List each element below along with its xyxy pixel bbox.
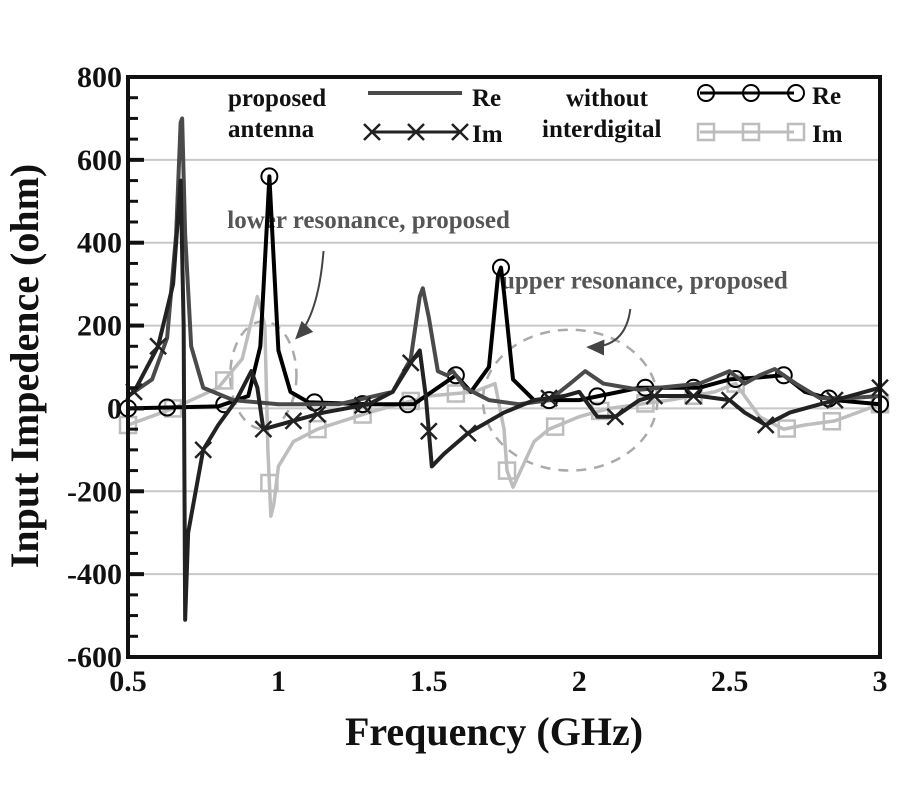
annotation-label: lower resonance, proposed	[227, 207, 510, 234]
x-marker	[284, 411, 303, 430]
x-tick-label: 0.5	[109, 665, 147, 698]
circle-marker	[774, 366, 793, 385]
legend-without-im-label: Im	[812, 121, 843, 148]
x-marker	[363, 123, 381, 141]
x-marker	[540, 389, 559, 407]
x-marker	[194, 440, 213, 459]
series-proposed-antenna-Im	[125, 178, 889, 622]
circle-marker	[588, 387, 607, 406]
y-tick-label: -400	[67, 558, 122, 591]
x-tick-label: 1	[271, 665, 286, 698]
y-tick-label: -200	[67, 475, 122, 508]
square-marker	[822, 412, 842, 431]
series-line	[127, 294, 881, 518]
y-tick-label: 400	[77, 227, 122, 260]
x-tick-label: 3	[873, 665, 888, 698]
annotation-arrow	[295, 250, 325, 340]
legend-group2-line1: without	[566, 85, 649, 112]
y-axis-label: Input Impedence (ohm)	[2, 164, 47, 568]
x-marker	[459, 424, 477, 443]
square-marker	[497, 461, 517, 480]
legend-without-im-line	[696, 122, 806, 142]
circle-marker	[787, 84, 805, 102]
circle-marker	[726, 370, 745, 389]
square-marker	[786, 122, 806, 142]
y-tick-label: 600	[77, 144, 122, 177]
legend: proposed antenna Re Im without interdigi…	[228, 83, 843, 148]
square-marker	[696, 122, 716, 142]
series-line	[126, 178, 881, 622]
legend-proposed-im-line	[363, 123, 469, 141]
x-marker	[645, 387, 664, 405]
x-tick-label: 1.5	[410, 665, 448, 698]
series-without-interdigital-Re	[119, 167, 889, 418]
series-lines	[118, 116, 890, 622]
series-without-interdigital-Im	[118, 294, 890, 518]
x-tick-label: 2.5	[711, 665, 749, 698]
legend-proposed-re-label: Re	[472, 85, 501, 112]
x-marker	[684, 387, 703, 405]
grid-lines	[128, 158, 880, 576]
x-axis-label: Frequency (GHz)	[345, 709, 643, 754]
circle-marker	[742, 84, 760, 102]
x-tick-label: 2	[572, 665, 587, 698]
square-marker	[777, 419, 797, 438]
x-marker	[407, 123, 425, 141]
x-marker	[606, 407, 625, 426]
y-tick-label: -600	[67, 641, 122, 674]
x-marker	[451, 123, 469, 141]
square-marker	[260, 473, 279, 493]
series-line	[127, 174, 881, 411]
x-marker	[254, 420, 273, 439]
annotation-label: upper resonance, proposed	[501, 267, 788, 294]
circle-marker	[260, 167, 279, 186]
square-marker	[308, 419, 327, 439]
y-tick-label: 200	[77, 310, 122, 343]
annotation-arrow	[586, 308, 632, 356]
legend-group1-line1: proposed	[228, 85, 326, 112]
legend-group1-line2: antenna	[228, 116, 315, 143]
x-marker	[825, 391, 844, 410]
x-marker	[308, 405, 327, 424]
x-marker	[720, 391, 739, 410]
x-marker	[401, 353, 420, 372]
circle-marker	[398, 395, 417, 414]
x-marker	[756, 416, 775, 434]
legend-without-re-line	[697, 84, 805, 102]
square-marker	[545, 417, 565, 436]
square-marker	[215, 371, 234, 390]
series-line	[126, 116, 881, 407]
circle-marker	[158, 398, 177, 417]
square-marker	[741, 122, 761, 142]
x-marker	[353, 396, 372, 415]
circle-marker	[491, 258, 510, 277]
y-tick-label: 0	[107, 392, 122, 425]
legend-group2-line2: interdigital	[542, 116, 661, 143]
square-marker	[446, 384, 466, 403]
circle-marker	[697, 84, 715, 102]
x-marker	[149, 337, 167, 356]
x-marker	[419, 422, 438, 441]
plot-frame	[126, 75, 882, 659]
legend-proposed-im-label: Im	[472, 121, 503, 148]
y-tick-label: 800	[77, 61, 122, 94]
annotations: lower resonance, proposed upper resonance…	[227, 207, 788, 472]
legend-without-re-label: Re	[812, 83, 841, 110]
series-proposed-antenna-Re	[126, 116, 881, 407]
